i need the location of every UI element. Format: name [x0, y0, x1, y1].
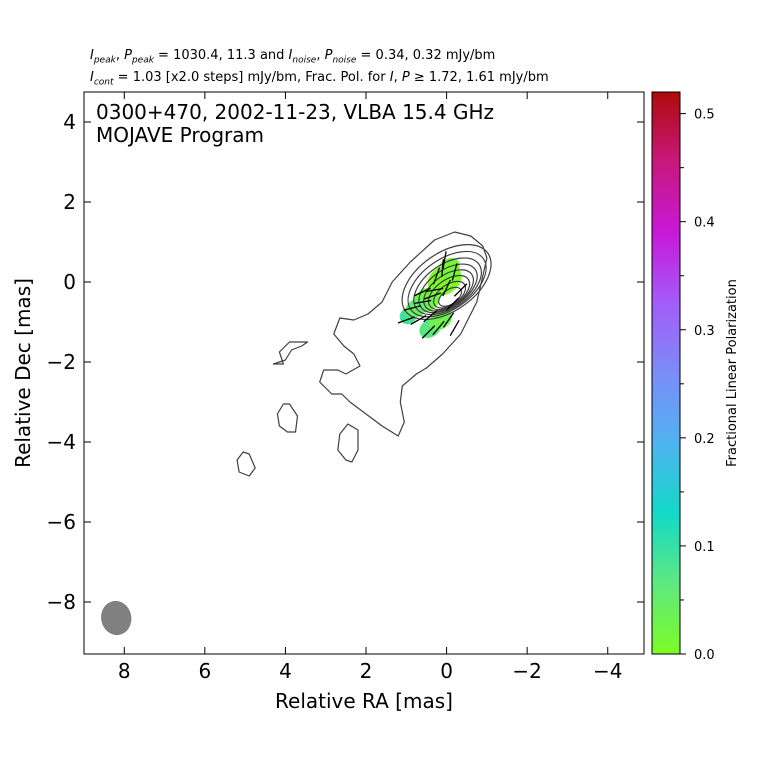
evpa-tick-14 — [449, 319, 460, 337]
colorbar-tick-label: 0.1 — [694, 540, 715, 555]
header-line-1: Ipeak, Ppeak = 1030.4, 11.3 and Inoise, … — [90, 48, 496, 66]
contour-island-3 — [236, 451, 256, 477]
x-tick-label: 4 — [279, 659, 292, 683]
chart-marks — [101, 231, 492, 636]
y-tick-label: −8 — [47, 590, 76, 614]
contour-outer — [319, 231, 488, 437]
y-tick-label: −6 — [47, 510, 76, 534]
evpa-tick-8 — [397, 316, 415, 324]
colorbar-tick-label: 0.2 — [694, 432, 715, 447]
p-peak-value: 11.3 — [226, 48, 256, 63]
evpa-tick-7 — [403, 305, 422, 311]
contour-island-0 — [272, 341, 309, 365]
evpa-tick-15 — [414, 287, 431, 297]
steps-text: [x2.0 steps] — [165, 70, 244, 85]
y-tick-label: 2 — [63, 190, 76, 214]
contour-ring-6 — [433, 280, 467, 309]
y-tick-label: −2 — [47, 350, 76, 374]
contour-island-1 — [276, 403, 299, 433]
i-threshold-value: 1.72 — [428, 70, 458, 85]
evpa-tick-5 — [423, 292, 442, 300]
colorbar-tick-label: 0.5 — [694, 108, 715, 123]
unit-text: mJy/bm — [445, 48, 496, 63]
colorbar-tick-label: 0.3 — [694, 324, 715, 339]
x-tick-label: 6 — [198, 659, 211, 683]
x-axis-label: Relative RA [mas] — [275, 689, 453, 713]
contour-ring-5 — [427, 274, 471, 311]
axis-ticks: 8 6 4 2 0 −2 −4 4 2 0 −2 −4 −6 −8 — [47, 92, 644, 683]
header-line-2: Icont = 1.03 [x2.0 steps] mJy/bm, Frac. … — [90, 70, 549, 88]
beam-ellipse — [101, 600, 132, 636]
x-tick-label: 2 — [360, 659, 373, 683]
plot-frame — [83, 91, 645, 655]
colorbar-bar — [651, 91, 681, 655]
i-noise-value: 0.34 — [375, 48, 405, 63]
p-threshold-value: 1.61 — [466, 70, 496, 85]
y-tick-label: 0 — [63, 270, 76, 294]
contour-ring-2 — [413, 257, 482, 316]
evpa-tick-16 — [441, 259, 444, 277]
unit-text-3: mJy/bm — [499, 70, 549, 85]
contour-ring-4 — [423, 269, 474, 312]
evpa-tick-12 — [421, 325, 436, 339]
plot-title-line-1: 0300+470, 2002-11-23, VLBA 15.4 GHz — [96, 100, 494, 124]
contour-island-2 — [337, 423, 359, 463]
evpa-tick-2 — [432, 267, 441, 285]
evpa-tick-3 — [442, 279, 451, 297]
evpa-tick-1 — [451, 263, 458, 281]
plot-title-line-2: MOJAVE Program — [96, 123, 264, 147]
x-tick-label: −4 — [593, 659, 622, 683]
evpa-tick-9 — [410, 315, 427, 325]
colorbar-label: Fractional Linear Polarization — [725, 279, 740, 467]
evpa-tick-18 — [445, 297, 460, 311]
colorbar-tick-label: 0.4 — [694, 216, 715, 231]
contour-ring-1 — [407, 250, 487, 318]
p-noise-value: 0.32 — [412, 48, 442, 63]
evpa-tick-17 — [425, 287, 444, 293]
unit-text-2: mJy/bm — [247, 70, 297, 85]
evpa-tick-11 — [432, 320, 445, 336]
evpa-tick-0 — [442, 251, 447, 269]
colorbar-tick-label: 0.0 — [694, 648, 715, 663]
evpa-tick-6 — [413, 299, 432, 305]
contour-ring-0 — [401, 243, 492, 321]
evpa-tick-4 — [453, 283, 468, 297]
x-tick-label: 8 — [118, 659, 131, 683]
y-tick-label: −4 — [47, 430, 76, 454]
y-tick-label: 4 — [63, 110, 76, 134]
evpa-tick-10 — [423, 309, 438, 323]
x-tick-label: −2 — [512, 659, 541, 683]
i-cont-value: 1.03 — [132, 70, 162, 85]
colorbar-ticks: 0.0 0.1 0.2 0.3 0.4 0.5 — [680, 108, 715, 663]
y-axis-label: Relative Dec [mas] — [11, 278, 35, 468]
plot-background — [84, 92, 644, 654]
i-peak-value: 1030.4 — [173, 48, 219, 63]
plot-area: 8 6 4 2 0 −2 −4 4 2 0 −2 −4 −6 −8 0300+470, 2002-11-2… — [11, 91, 645, 713]
x-tick-label: 0 — [440, 659, 453, 683]
frac-label: Frac. Pol. for — [305, 70, 386, 85]
evpa-tick-13 — [442, 312, 455, 328]
colorbar: 0.0 0.1 0.2 0.3 0.4 0.5 Fractional Linear Pol… — [651, 91, 740, 663]
